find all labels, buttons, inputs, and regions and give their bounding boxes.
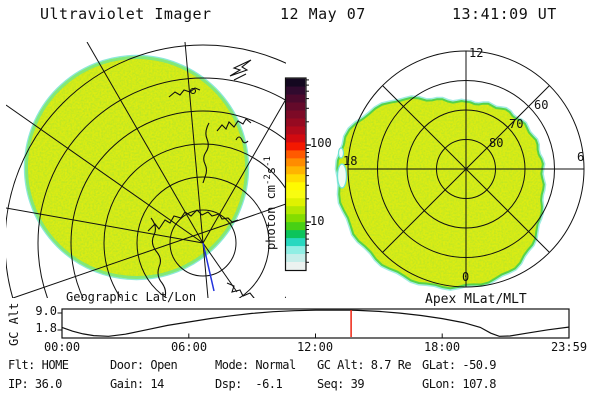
date-label: 12 May 07 <box>280 5 366 23</box>
arrow-island <box>229 59 252 77</box>
colorbar-unit-label: photon cm-2s-1 <box>263 156 278 250</box>
xtick-1800: 18:00 <box>423 340 461 354</box>
colorbar-ticks <box>305 79 311 263</box>
status-glat: GLat: -50.9 <box>422 358 496 372</box>
uvi-disk-halo <box>23 54 250 281</box>
coastlines <box>147 59 255 298</box>
strip-frame <box>61 308 570 339</box>
colorbar-swatches <box>286 78 306 271</box>
unit-exp1: -2 <box>263 174 273 185</box>
colorbar-tick-100: 100 <box>310 136 332 150</box>
blob-speckle <box>337 97 544 289</box>
dusk-feature-small <box>337 147 345 159</box>
dusk-feature <box>336 163 348 189</box>
colorbar-frame <box>284 77 307 272</box>
gc-alt-curve <box>61 309 569 337</box>
status-gc-alt: GC Alt: 8.7 Re <box>317 358 412 372</box>
disk-speckle <box>27 58 246 277</box>
status-door: Door: Open <box>110 358 178 372</box>
status-dsp: Dsp: -6.1 <box>215 377 283 391</box>
strip-ytick-1-8: 1.8 <box>35 321 57 335</box>
strip-ytick-9: 9.0 <box>35 304 57 318</box>
left-panel-caption: Geographic Lat/Lon <box>66 290 197 304</box>
geographic-image-panel <box>6 42 286 298</box>
status-seq: Seq: 39 <box>317 377 365 391</box>
mlt-label-12: 12 <box>469 46 484 60</box>
status-flt: Flt: HOME <box>8 358 69 372</box>
status-glon: GLon: 107.8 <box>422 377 496 391</box>
unit-base2: s <box>264 166 278 175</box>
status-ip: IP: 36.0 <box>8 377 62 391</box>
apex-grid <box>347 50 585 288</box>
mlt-label-6: 6 <box>577 150 585 164</box>
gc-alt-strip <box>57 308 570 339</box>
strip-ticks <box>57 312 443 338</box>
app-title: Ultraviolet Imager <box>40 5 212 23</box>
mlat-label-80: 80 <box>489 136 504 150</box>
geographic-grid <box>6 42 286 298</box>
status-gain: Gain: 14 <box>110 377 164 391</box>
status-mode: Mode: Normal <box>215 358 296 372</box>
xtick-2359: 23:59 <box>550 340 588 354</box>
colorbar-tick-10: 10 <box>310 214 325 228</box>
xtick-1200: 12:00 <box>296 340 334 354</box>
mlat-label-60: 60 <box>534 98 549 112</box>
xtick-0600: 06:00 <box>170 340 208 354</box>
strip-ylabel: GC Alt <box>7 302 21 346</box>
xtick-0000: 00:00 <box>43 340 81 354</box>
terminator-line <box>202 242 215 292</box>
apex-image-panel <box>334 50 585 291</box>
unit-base1: photon cm <box>264 184 278 250</box>
mlt-label-18: 18 <box>343 154 358 168</box>
unit-exp2: -1 <box>263 156 273 167</box>
mlat-label-70: 70 <box>509 117 524 131</box>
right-panel-caption: Apex MLat/MLT <box>425 292 527 307</box>
time-label: 13:41:09 UT <box>452 5 557 23</box>
mlt-label-0: 0 <box>462 270 470 284</box>
